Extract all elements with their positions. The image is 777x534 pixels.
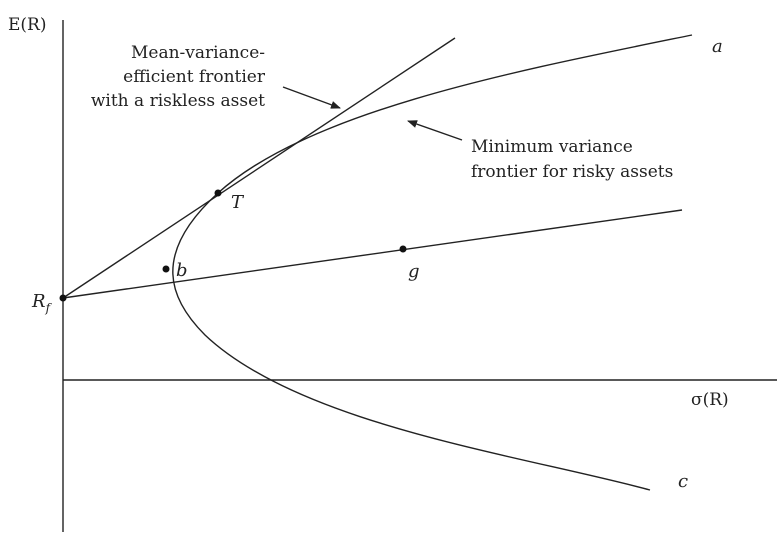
mv-annotation-arrow (407, 120, 463, 141)
riskless-efficient-frontier-line (62, 37, 456, 299)
rf-subscript: f (45, 301, 53, 315)
rf-point (59, 294, 67, 302)
curve-end-a-label: a (712, 36, 723, 57)
tangency-point-t (214, 189, 222, 197)
rf-g-line (62, 209, 683, 299)
cml-annotation-line3: with a riskless asset (91, 91, 265, 111)
minimum-variance-frontier-curve (172, 34, 693, 491)
mv-annotation-line2: frontier for risky assets (471, 162, 673, 182)
x-axis-label: σ(R) (691, 390, 729, 410)
tangency-label: T (231, 192, 245, 213)
point-g (399, 245, 407, 253)
mv-annotation-line1: Minimum variance (471, 137, 633, 157)
curve-end-c-label: c (678, 471, 688, 492)
y-axis-label: E(R) (8, 15, 46, 35)
point-b (162, 265, 170, 273)
point-b-label: b (176, 260, 188, 281)
cml-annotation-arrow (282, 86, 341, 109)
cml-annotation-line2: efficient frontier (123, 67, 266, 87)
rf-label: Rf (31, 291, 53, 315)
cml-annotation-line1: Mean-variance- (131, 43, 265, 63)
point-g-label: g (408, 261, 420, 282)
